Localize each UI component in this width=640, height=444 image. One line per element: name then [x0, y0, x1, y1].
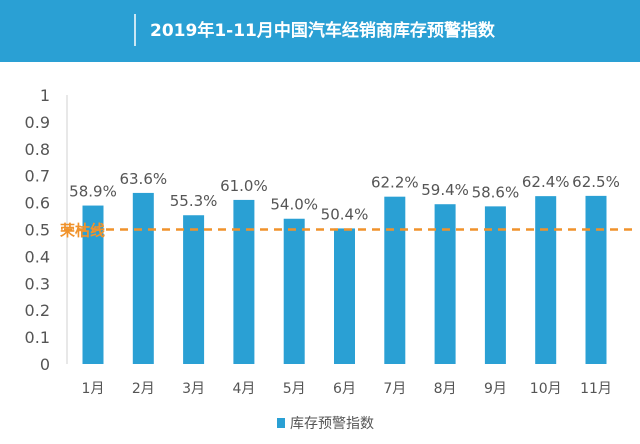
data-label: 61.0% — [220, 177, 268, 195]
bar — [132, 192, 154, 364]
y-tick-label: 0.8 — [25, 140, 50, 159]
x-tick-label: 10月 — [530, 381, 562, 397]
bar — [233, 199, 255, 364]
y-axis: 0 0.1 0.2 0.3 0.4 0.5 0.6 0.7 0.8 0.9 1 — [25, 86, 50, 374]
bar — [384, 196, 406, 364]
legend-swatch — [277, 418, 285, 428]
data-label: 58.6% — [472, 183, 520, 201]
data-label: 62.4% — [522, 173, 570, 191]
bar — [183, 215, 205, 364]
x-tick-label: 7月 — [383, 381, 406, 397]
banner-divider — [134, 14, 136, 46]
bar — [484, 206, 506, 364]
bar — [434, 204, 456, 364]
y-tick-label: 1 — [40, 86, 50, 105]
y-tick-label: 0.7 — [25, 167, 50, 186]
y-tick-label: 0.2 — [25, 301, 50, 320]
data-label: 50.4% — [321, 205, 369, 223]
x-tick-label: 9月 — [484, 381, 507, 397]
threshold-label: 荣枯线 — [59, 222, 105, 240]
y-tick-label: 0.5 — [25, 221, 50, 240]
y-tick-label: 0 — [40, 355, 50, 374]
data-label: 62.5% — [572, 173, 620, 191]
bar — [334, 228, 355, 364]
bar — [535, 196, 557, 364]
x-tick-label: 11月 — [580, 381, 612, 397]
y-tick-label: 0.4 — [25, 247, 50, 266]
x-tick-label: 1月 — [82, 381, 105, 397]
x-tick-label: 4月 — [232, 381, 255, 397]
x-axis: 1月 2月 3月 4月 5月 6月 7月 8月 9月 10月 11月 — [82, 381, 612, 397]
bar — [283, 218, 305, 364]
data-label: 58.9% — [69, 183, 117, 201]
y-tick-label: 0.1 — [25, 328, 50, 347]
data-label: 59.4% — [421, 181, 469, 199]
x-tick-label: 3月 — [182, 381, 205, 397]
x-tick-label: 6月 — [333, 381, 356, 397]
data-label: 55.3% — [170, 192, 218, 210]
data-label: 63.6% — [119, 170, 167, 188]
legend-label: 库存预警指数 — [290, 416, 374, 432]
data-labels: 58.9%63.6%55.3%61.0%54.0%50.4%62.2% 59.4%… — [69, 170, 620, 224]
y-tick-label: 0.9 — [25, 113, 50, 132]
bar-chart: 0 0.1 0.2 0.3 0.4 0.5 0.6 0.7 0.8 0.9 1 58.9%63.6%… — [25, 86, 636, 432]
data-label: 62.2% — [371, 174, 419, 192]
x-tick-label: 8月 — [434, 381, 457, 397]
bar — [82, 205, 104, 364]
x-tick-label: 5月 — [283, 381, 306, 397]
chart-title: 2019年1-11月中国汽车经销商库存预警指数 — [150, 21, 495, 41]
y-tick-label: 0.3 — [25, 274, 50, 293]
data-label: 54.0% — [270, 196, 318, 214]
title-banner: 2019年1-11月中国汽车经销商库存预警指数 — [0, 0, 640, 62]
bar — [585, 195, 607, 364]
legend: 库存预警指数 — [277, 416, 374, 432]
y-tick-label: 0.6 — [25, 194, 50, 213]
bars — [82, 192, 607, 364]
x-tick-label: 2月 — [132, 381, 155, 397]
